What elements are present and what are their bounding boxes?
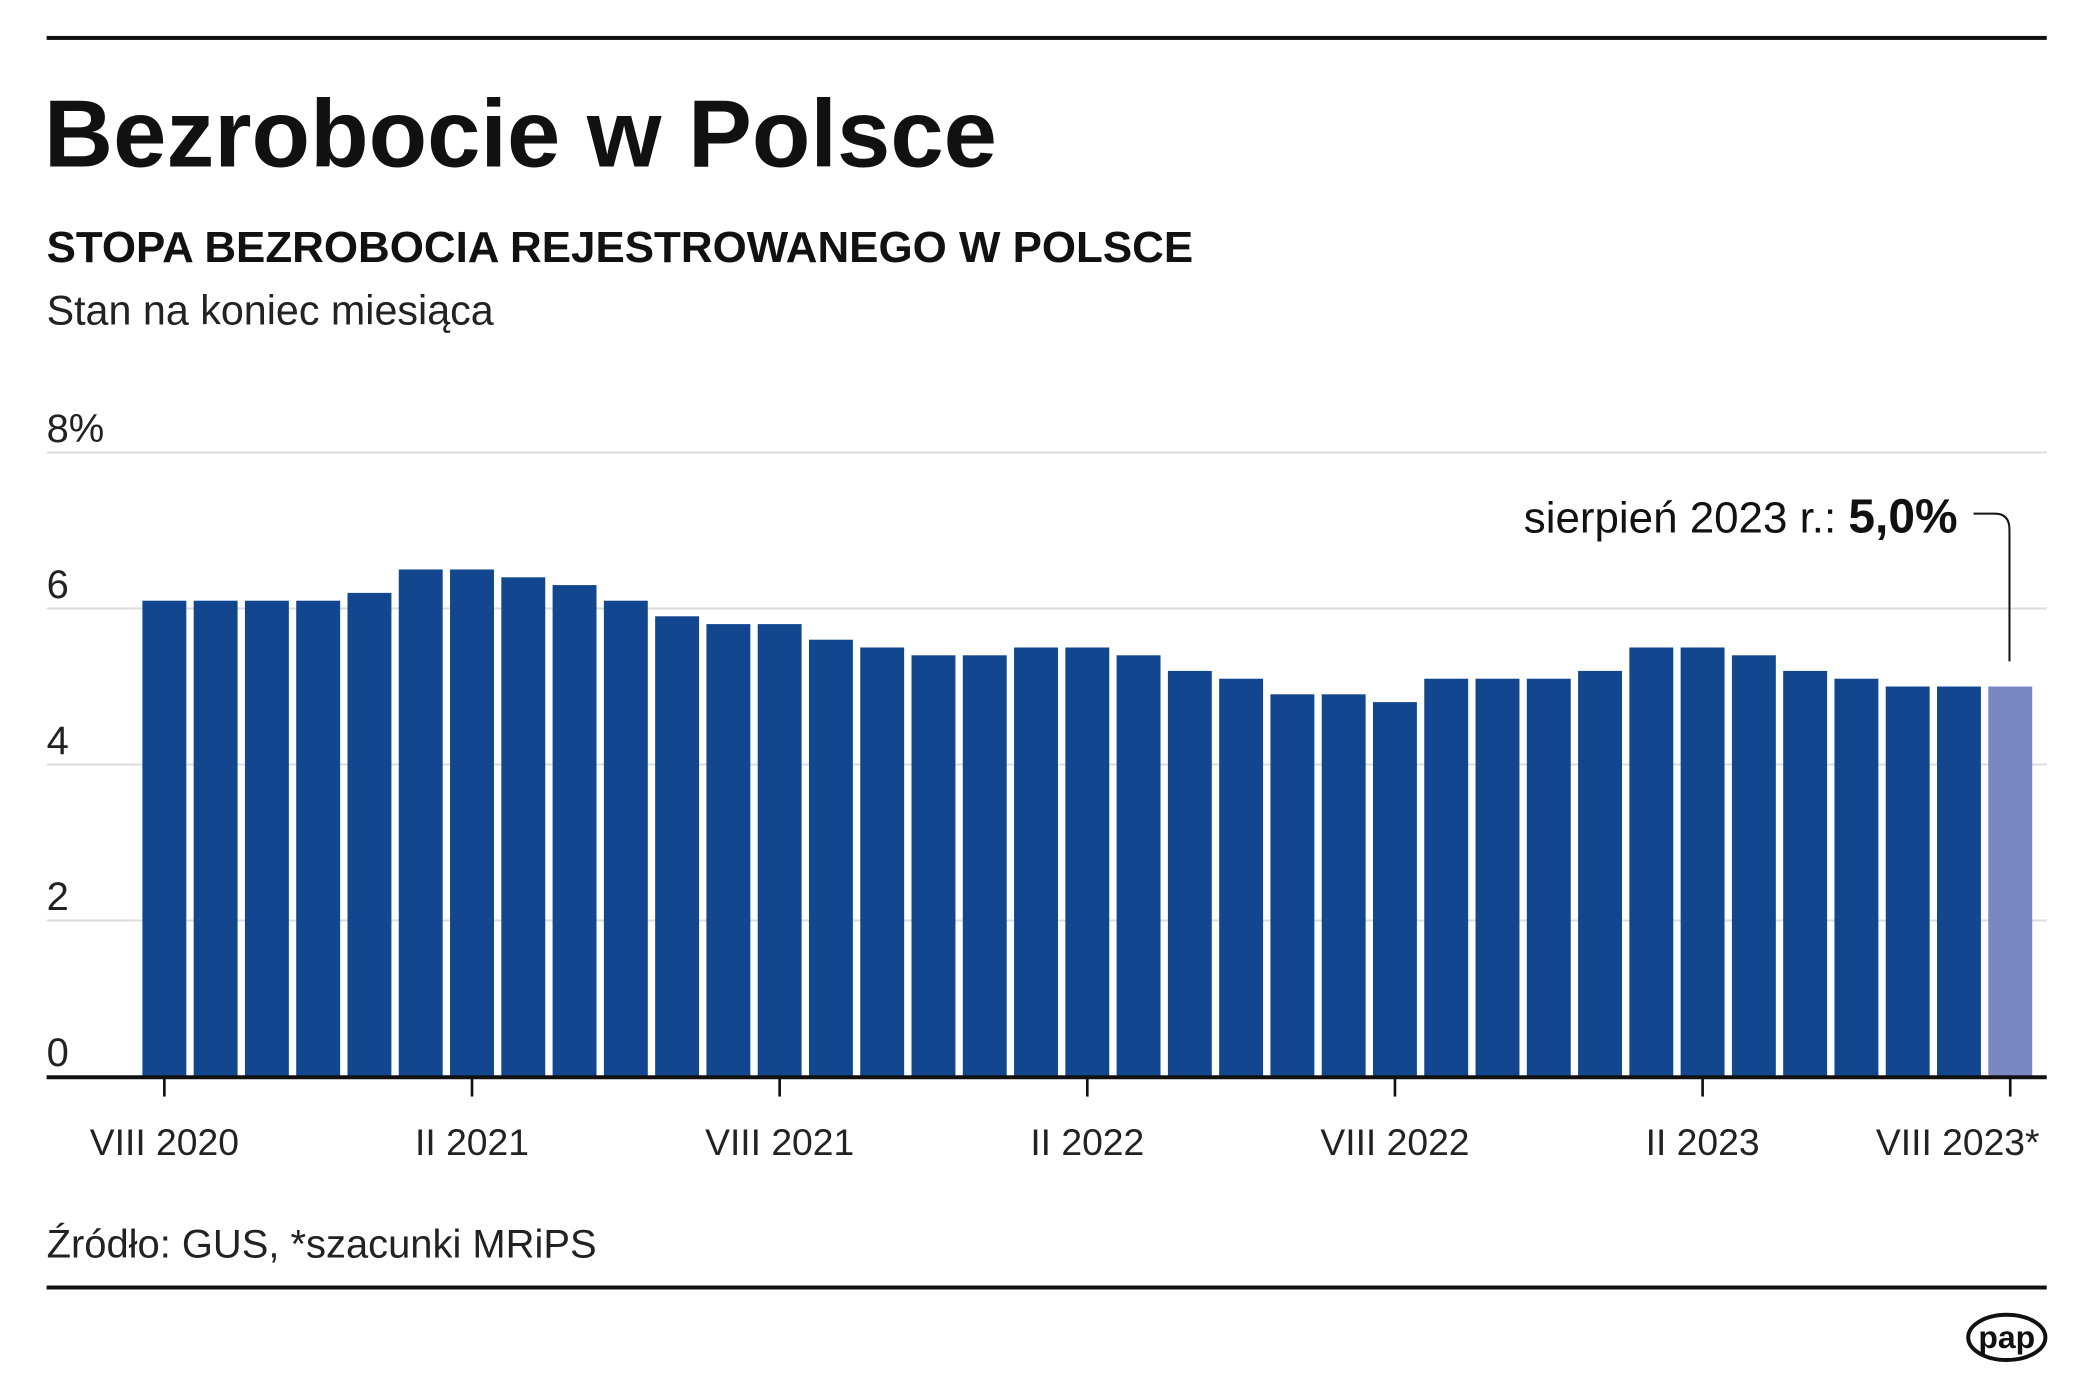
y-tick-label: 6 [47, 563, 69, 607]
bar-viii-2021 [757, 624, 802, 1077]
x-tick-label: VIII 2023* [1876, 1121, 2040, 1163]
bar-ii-2023 [1680, 647, 1725, 1077]
chart-note: Stan na koniec miesiąca [47, 288, 494, 334]
bar-vi-2021 [655, 616, 700, 1077]
pap-logo: pap [1966, 1312, 2048, 1363]
page-title: Bezrobocie w Polsce [44, 80, 997, 187]
annotation-label: sierpień 2023 r.: [1524, 493, 1849, 542]
chart-subtitle: STOPA BEZROBOCIA REJESTROWANEGO W POLSCE [47, 223, 1194, 272]
bar-iv-2023 [1783, 670, 1828, 1077]
bar-ix-2021 [808, 639, 853, 1077]
x-tick-label: II 2021 [415, 1121, 529, 1163]
bar-viii-2020 [142, 600, 187, 1077]
bar-xi-2021 [911, 655, 956, 1077]
x-tick-label: VIII 2022 [1320, 1121, 1469, 1163]
x-tick-label: II 2022 [1030, 1121, 1144, 1163]
bar-ii-2021 [450, 569, 494, 1077]
bar-iii-2021 [501, 577, 546, 1077]
y-tick-label: 2 [47, 875, 69, 919]
bar-iii-2023 [1731, 655, 1776, 1077]
bar-vii-2021 [706, 624, 751, 1077]
x-ticks: VIII 2020 II 2021 VIII 2021 II 2022 VIII 202… [90, 1077, 2040, 1163]
annotation-value: 5,0% [1848, 490, 1957, 543]
x-tick-label: II 2023 [1646, 1121, 1760, 1163]
bar-vi-2022 [1270, 694, 1315, 1077]
top-rule [46, 35, 2047, 40]
bar-x-2021 [860, 647, 905, 1077]
x-axis [46, 1075, 2047, 1080]
bar-xii-2022 [1578, 670, 1623, 1077]
y-tick-label: 8% [47, 407, 105, 451]
pap-logo-text: pap [1978, 1319, 2035, 1355]
y-tick-label: 0 [47, 1031, 69, 1075]
bar-i-2023 [1629, 647, 1674, 1077]
annotation-leader-line [1973, 512, 2011, 662]
bar-xii-2021 [962, 655, 1007, 1077]
bar-i-2022 [1014, 647, 1058, 1077]
bar-vii-2022 [1321, 694, 1366, 1077]
bar-viii-2022 [1372, 702, 1417, 1077]
x-tick-label: VIII 2020 [90, 1121, 239, 1163]
bar-xi-2020 [296, 600, 341, 1077]
bar-xi-2022 [1526, 678, 1571, 1077]
bar-iv-2021 [552, 585, 597, 1077]
bar-v-2022 [1219, 678, 1264, 1077]
bar-x-2022 [1475, 678, 1520, 1077]
bar-v-2023 [1834, 678, 1879, 1077]
bar-xii-2020 [347, 592, 392, 1077]
bar-vii-2023 [1937, 686, 1981, 1077]
bar-ix-2020 [193, 600, 238, 1077]
source-note: Źródło: GUS, *szacunki MRiPS [47, 1222, 597, 1267]
bar-ii-2022 [1065, 647, 1110, 1077]
bottom-rule [46, 1285, 2047, 1290]
x-tick-label: VIII 2021 [705, 1121, 854, 1163]
annotation: sierpień 2023 r.: 5,0% [1524, 490, 1958, 543]
bar-ix-2022 [1424, 678, 1469, 1077]
bars [142, 569, 2033, 1077]
bar-viii-2023- [1988, 686, 2033, 1077]
bar-iii-2022 [1116, 655, 1161, 1077]
bar-vi-2023 [1885, 686, 1930, 1077]
bar-v-2021 [603, 600, 648, 1077]
bar-iv-2022 [1167, 670, 1212, 1077]
y-tick-label: 4 [47, 719, 69, 763]
bar-x-2020 [244, 600, 289, 1077]
bar-i-2021 [398, 569, 443, 1077]
